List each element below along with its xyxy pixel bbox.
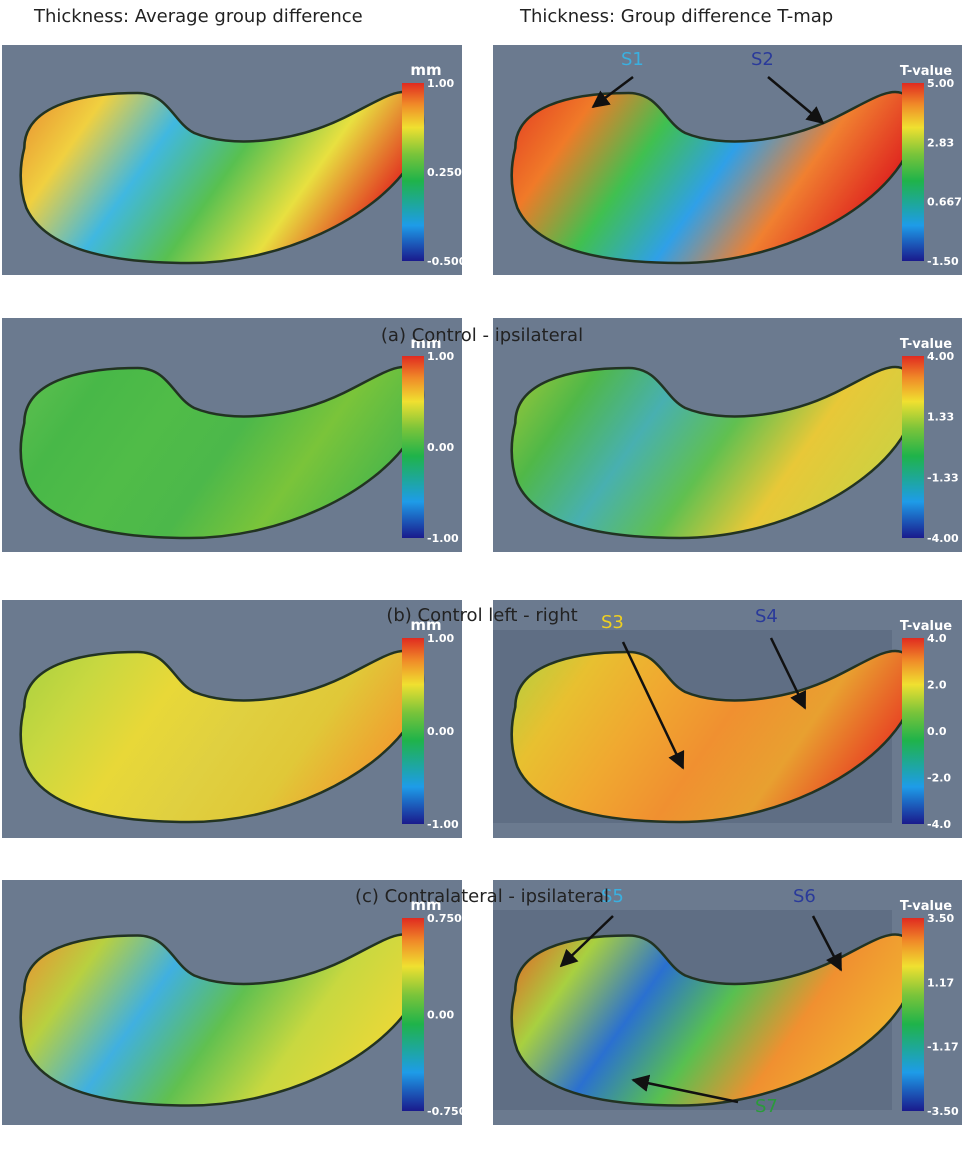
panel: mm1.000.250-0.500: [2, 45, 467, 275]
row-caption: (c) Contralateral - ipsilateral: [0, 886, 964, 907]
colorbar-tick: -1.33: [927, 471, 959, 484]
colorbar-tick: -1.00: [427, 532, 459, 545]
colorbar-tick: 5.00: [927, 77, 954, 90]
column-header: Thickness: Average group difference: [34, 6, 363, 27]
colorbar-tick: 0.00: [427, 441, 454, 454]
row-caption: (b) Control left - right: [0, 605, 964, 626]
colorbar-tick: 0.250: [427, 166, 462, 179]
panel: mm1.000.00-1.00: [2, 318, 462, 552]
region-label: S7: [755, 1096, 778, 1117]
colorbar: [402, 638, 424, 824]
colorbar-tick: 1.17: [927, 976, 954, 989]
region-label: S1: [621, 49, 644, 70]
colorbar-tick: -4.00: [927, 532, 959, 545]
colorbar-tick: 0.0: [927, 725, 947, 738]
colorbar-tick: -3.50: [927, 1105, 959, 1118]
colorbar-tick: 1.00: [427, 632, 454, 645]
colorbar-tick: -4.0: [927, 818, 951, 831]
colorbar-tick: 2.0: [927, 679, 947, 692]
column-header: Thickness: Group difference T-map: [520, 6, 833, 27]
colorbar-tick: 4.00: [927, 350, 954, 363]
colorbar-tick: 1.00: [427, 350, 454, 363]
colorbar-tick: -1.00: [427, 818, 459, 831]
colorbar-tick: -1.50: [927, 255, 959, 268]
colorbar-tick: 3.50: [927, 912, 954, 925]
colorbar: [402, 918, 424, 1111]
colorbar-tick: 0.00: [427, 725, 454, 738]
colorbar: [902, 83, 924, 261]
colorbar: [402, 83, 424, 261]
colorbar-tick: 4.0: [927, 632, 947, 645]
colorbar: [902, 638, 924, 824]
panel: mm1.000.00-1.00: [2, 600, 462, 838]
colorbar-tick: 0.750: [427, 912, 462, 925]
region-label: S2: [751, 49, 774, 70]
colorbar: [402, 356, 424, 538]
colorbar-tick: -1.17: [927, 1041, 959, 1054]
colorbar-tick: -0.750: [427, 1105, 467, 1118]
colorbar-tick: 1.00: [427, 77, 454, 90]
colorbar-tick: 0.00: [427, 1009, 454, 1022]
figure: Thickness: Average group difference Thic…: [0, 0, 964, 1167]
panels: mm1.000.250-0.500T-value5.002.830.667-1.…: [0, 40, 964, 1167]
row-caption: (a) Control - ipsilateral: [0, 325, 964, 346]
colorbar: [902, 918, 924, 1111]
colorbar: [902, 356, 924, 538]
colorbar-tick: -2.0: [927, 772, 951, 785]
colorbar-tick: -0.500: [427, 255, 467, 268]
colorbar-tick: 1.33: [927, 411, 954, 424]
colorbar-tick: 0.667: [927, 196, 962, 209]
colorbar-tick: 2.83: [927, 136, 954, 149]
